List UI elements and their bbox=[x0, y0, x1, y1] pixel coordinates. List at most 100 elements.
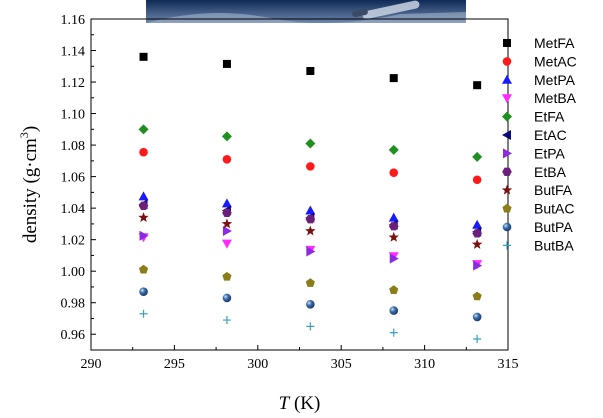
data-point-EtFA bbox=[388, 144, 399, 155]
x-tick-label: 300 bbox=[247, 357, 268, 372]
legend-label: ButPA bbox=[534, 219, 573, 235]
data-point-ButFA bbox=[138, 212, 149, 223]
y-tick-label: 1.14 bbox=[61, 45, 86, 60]
data-point-ButBA bbox=[139, 309, 148, 318]
data-point-MetPA bbox=[305, 205, 316, 215]
data-point-ButFA bbox=[388, 231, 399, 242]
legend-marker-MetBA bbox=[502, 94, 512, 104]
legend-label: ButFA bbox=[534, 182, 573, 198]
data-point-EtFA bbox=[138, 124, 149, 135]
legend-marker-ButFA bbox=[501, 184, 513, 195]
data-point-ButPA bbox=[306, 299, 315, 309]
data-point-EtPA bbox=[473, 260, 483, 271]
data-point-MetFA bbox=[306, 67, 315, 76]
legend: MetFA MetAC MetPA MetBA EtFA EtAC EtPA EtBA ButF… bbox=[501, 35, 577, 253]
y-tick-label: 1.06 bbox=[61, 171, 86, 186]
data-point-MetPA bbox=[388, 212, 399, 222]
data-point-ButAC bbox=[305, 278, 315, 287]
data-point-EtBA bbox=[138, 201, 149, 210]
legend-marker-ButPA bbox=[502, 222, 512, 232]
x-tick-label: 310 bbox=[414, 357, 435, 372]
legend-label: EtPA bbox=[534, 145, 566, 161]
legend-marker-EtBA bbox=[502, 167, 512, 176]
legend-label: EtBA bbox=[534, 164, 567, 180]
legend-marker-MetFA bbox=[503, 39, 511, 47]
series-EtPA bbox=[139, 225, 483, 271]
series-ButAC bbox=[138, 264, 482, 301]
legend-marker-ButAC bbox=[502, 203, 512, 213]
data-point-EtFA bbox=[221, 131, 232, 142]
data-point-MetFA bbox=[222, 59, 231, 68]
data-point-MetAC bbox=[139, 147, 148, 157]
data-point-EtBA bbox=[222, 208, 232, 218]
data-point-EtPA bbox=[222, 225, 232, 236]
data-point-MetBA bbox=[221, 239, 232, 249]
legend-label: ButAC bbox=[534, 201, 574, 217]
data-point-EtPA bbox=[139, 230, 149, 241]
series-EtFA bbox=[138, 124, 483, 162]
x-axis: 290 295 300 305 310 315 bbox=[81, 345, 519, 372]
legend-marker-EtFA bbox=[502, 111, 512, 122]
legend-marker-MetPA bbox=[502, 74, 512, 84]
data-point-ButFA bbox=[221, 218, 233, 229]
data-point-ButAC bbox=[222, 271, 232, 281]
data-point-ButBA bbox=[306, 322, 315, 331]
legend-marker-ButBA bbox=[503, 241, 511, 250]
series-ButFA bbox=[138, 212, 483, 249]
data-point-EtBA bbox=[472, 229, 482, 238]
data-point-MetFA bbox=[389, 74, 398, 83]
y-tick-label: 1.16 bbox=[61, 13, 86, 28]
legend-label: MetAC bbox=[534, 53, 577, 69]
data-point-EtBA bbox=[388, 222, 399, 231]
legend-label: EtFA bbox=[534, 109, 565, 125]
data-point-EtFA bbox=[305, 138, 316, 149]
y-tick-label: 0.96 bbox=[61, 328, 86, 343]
legend-marker-EtAC bbox=[502, 130, 511, 140]
data-point-ButPA bbox=[472, 312, 482, 322]
y-axis: 0.96 0.98 1.00 1.02 1.04 1.06 1.08 1.10 1.12 1.14… bbox=[61, 13, 96, 351]
data-point-EtPA bbox=[306, 246, 316, 257]
data-point-ButFA bbox=[471, 238, 483, 249]
legend-label: ButBA bbox=[534, 237, 574, 253]
legend-label: MetPA bbox=[534, 72, 576, 88]
y-tick-label: 1.08 bbox=[61, 139, 86, 154]
x-tick-label: 290 bbox=[81, 357, 102, 372]
legend-marker-EtPA bbox=[503, 148, 512, 159]
x-axis-title: T (K) bbox=[279, 393, 321, 414]
y-tick-label: 0.98 bbox=[61, 297, 86, 312]
data-point-ButAC bbox=[138, 264, 149, 274]
y-tick-label: 1.12 bbox=[61, 76, 86, 91]
legend-label: EtAC bbox=[534, 127, 567, 143]
y-axis-title: density (g·cm3) bbox=[17, 126, 41, 243]
data-point-ButFA bbox=[305, 225, 316, 236]
series-ButPA bbox=[139, 287, 482, 322]
plot-frame bbox=[90, 18, 509, 351]
y-tick-label: 1.02 bbox=[61, 234, 86, 249]
data-point-EtPA bbox=[389, 253, 399, 264]
data-point-MetFA bbox=[473, 81, 482, 90]
legend-label: MetFA bbox=[534, 35, 575, 51]
data-point-ButBA bbox=[222, 316, 231, 325]
series-MetFA bbox=[139, 52, 482, 90]
series-MetPA bbox=[138, 191, 483, 229]
x-tick-label: 315 bbox=[498, 357, 519, 372]
series-MetAC bbox=[139, 147, 482, 185]
data-point-MetAC bbox=[306, 162, 315, 171]
data-point-MetAC bbox=[222, 154, 232, 164]
data-point-ButAC bbox=[472, 291, 482, 301]
data-point-MetAC bbox=[389, 168, 399, 177]
series-EtBA bbox=[138, 201, 482, 238]
data-point-ButPA bbox=[389, 306, 399, 315]
y-tick-label: 1.04 bbox=[61, 202, 86, 217]
data-point-ButPA bbox=[139, 287, 148, 296]
data-point-ButBA bbox=[389, 328, 398, 337]
y-tick-label: 1.10 bbox=[61, 108, 86, 123]
data-point-MetFA bbox=[139, 52, 148, 61]
series-ButBA bbox=[139, 309, 482, 343]
legend-label: MetBA bbox=[534, 90, 577, 106]
data-point-ButAC bbox=[389, 285, 399, 294]
y-tick-label: 1.00 bbox=[61, 265, 86, 280]
data-point-MetPA bbox=[472, 219, 483, 229]
banner-image bbox=[146, 0, 466, 24]
